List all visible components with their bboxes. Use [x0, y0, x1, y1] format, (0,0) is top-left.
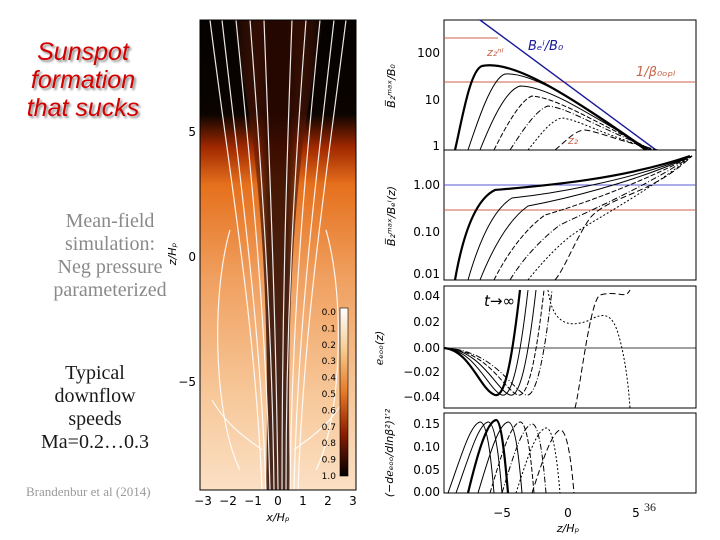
left-y-tick: −5: [178, 375, 196, 389]
panel-effective-pressure: 0.04 0.02 0.00 −0.02 −0.04 ℯₑₒₒ(z) t→∞: [373, 285, 697, 409]
left-x-tick: 0: [274, 494, 282, 508]
page-number: 36: [644, 500, 656, 514]
panel-field-strength: 100 10 1 B̅₂ᵐᵃˣ/B₀ z₂ⁿˡ Bₑⁱ/B₀ 1/β₀ₒₚₗ z…: [385, 19, 697, 153]
slide-title: Sunspot formation that sucks: [8, 38, 158, 122]
colorbar-tick: 0.5: [322, 390, 336, 400]
title-line: formation: [30, 66, 136, 94]
y-tick: 0.00: [413, 341, 440, 355]
y-tick: 1.00: [413, 178, 440, 192]
citation: Brandenbur et al (2014): [26, 484, 151, 499]
colorbar: 0.0 0.1 0.2 0.3 0.4 0.5 0.6 0.7 0.8 0.9 1.0: [322, 307, 349, 482]
panel-4-x-ticks: −5 0 5: [493, 506, 640, 520]
panel-3-y-label: ℯₑₒₒ(z): [373, 331, 386, 366]
left-y-tick: 5: [188, 125, 196, 139]
colorbar-tick: 0.7: [322, 423, 336, 433]
time-annotation: t→∞: [484, 292, 515, 310]
y-tick: −0.02: [403, 365, 440, 379]
note-line: Typical: [65, 362, 125, 384]
y-tick: 0.05: [413, 463, 440, 477]
panel-4-y-label: (−dℯₑₒₒ/dlnβ²)¹′²: [383, 408, 396, 497]
note-line: speeds: [68, 408, 122, 430]
left-x-tick: −1: [244, 494, 262, 508]
note-line: Ma=0.2…0.3: [41, 431, 149, 453]
y-tick: −0.04: [403, 390, 440, 404]
colorbar-tick: 1.0: [322, 472, 337, 482]
normalized-curves: [453, 154, 693, 281]
y-tick: 0.02: [413, 315, 440, 329]
colorbar-tick: 0.3: [322, 357, 336, 367]
y-tick: 100: [417, 46, 440, 60]
colorbar-tick: 0.6: [322, 406, 337, 416]
panel-pressure-derivative: 0.15 0.10 0.05 0.00 (−dℯₑₒₒ/dlnβ²)¹′² −5…: [383, 408, 697, 535]
panel-4-y-ticks: 0.15 0.10 0.05 0.00: [413, 417, 440, 499]
beq-label: Bₑⁱ/B₀: [528, 39, 564, 54]
x-tick: −5: [493, 506, 511, 520]
colorbar-tick: 0.2: [322, 341, 336, 351]
colorbar-tick: 0.0: [322, 308, 337, 318]
colorbar-tick: 0.9: [322, 456, 337, 466]
beq-line: [479, 19, 657, 151]
panel-1-y-ticks: 100 10 1: [417, 46, 440, 153]
pressure-curves: [443, 289, 631, 409]
meanfield-note: Mean-field simulation: Neg pressure para…: [30, 210, 190, 302]
left-y-tick: 0: [188, 250, 196, 264]
left-x-tick: 3: [349, 494, 357, 508]
field-curves: [453, 64, 659, 151]
y-tick: 1: [432, 139, 440, 153]
panel-normalized-field: 1.00 0.10 0.01 B̅₂ᵐᵃˣ/Bₑⁱ(z): [385, 149, 697, 281]
panel-2-y-label: B̅₂ᵐᵃˣ/Bₑⁱ(z): [385, 186, 398, 246]
left-x-tick: 1: [299, 494, 307, 508]
note-line: Neg pressure: [57, 256, 163, 278]
derivative-curves: [447, 418, 575, 494]
title-line: Sunspot: [37, 38, 129, 66]
zb-top-label: z₂ⁿˡ: [486, 46, 504, 59]
y-tick: 10: [425, 93, 440, 107]
downflow-note: Typical downflow speeds Ma=0.2…0.3: [20, 362, 170, 454]
x-tick: 5: [632, 506, 640, 520]
note-line: parameterized: [53, 279, 167, 301]
panel-3-y-ticks: 0.04 0.02 0.00 −0.02 −0.04: [403, 289, 440, 404]
note-line: downflow: [54, 385, 136, 407]
beta-label: 1/β₀ₒₚₗ: [636, 65, 676, 80]
colorbar-tick: 0.1: [322, 324, 336, 334]
simulation-frame: [199, 19, 357, 491]
note-line: Mean-field: [65, 210, 155, 232]
panel-4-x-label: z/Hₚ: [556, 522, 580, 535]
panel-1-y-label: B̅₂ᵐᵃˣ/B₀: [385, 64, 398, 108]
left-y-label: z/Hₚ: [166, 242, 179, 266]
title-line: that sucks: [26, 94, 140, 122]
panel-frame: [443, 285, 697, 409]
y-tick: 0.01: [413, 267, 440, 281]
left-x-label: x/Hₚ: [265, 511, 289, 524]
simulation-figure: [199, 19, 357, 491]
x-tick: 0: [564, 506, 572, 520]
field-lines: [209, 19, 347, 491]
left-x-tick: −3: [194, 494, 212, 508]
panel-2-y-ticks: 1.00 0.10 0.01: [413, 178, 440, 281]
colorbar-tick: 0.8: [322, 439, 337, 449]
zb-bottom-label: z₂: [567, 134, 579, 147]
downflow-cone: [232, 20, 324, 490]
y-tick: 0.10: [413, 440, 440, 454]
left-x-tick: 2: [324, 494, 332, 508]
y-tick: 0.15: [413, 417, 440, 431]
y-tick: 0.10: [413, 225, 440, 239]
y-tick: 0.00: [413, 485, 440, 499]
note-line: simulation:: [65, 233, 155, 255]
left-x-tick: −2: [219, 494, 237, 508]
y-tick: 0.04: [413, 289, 440, 303]
left-x-ticks: −3 −2 −1 0 1 2 3: [194, 494, 357, 508]
colorbar-tick: 0.4: [322, 374, 337, 384]
panel-frame: [443, 19, 697, 151]
panel-frame: [443, 412, 697, 494]
